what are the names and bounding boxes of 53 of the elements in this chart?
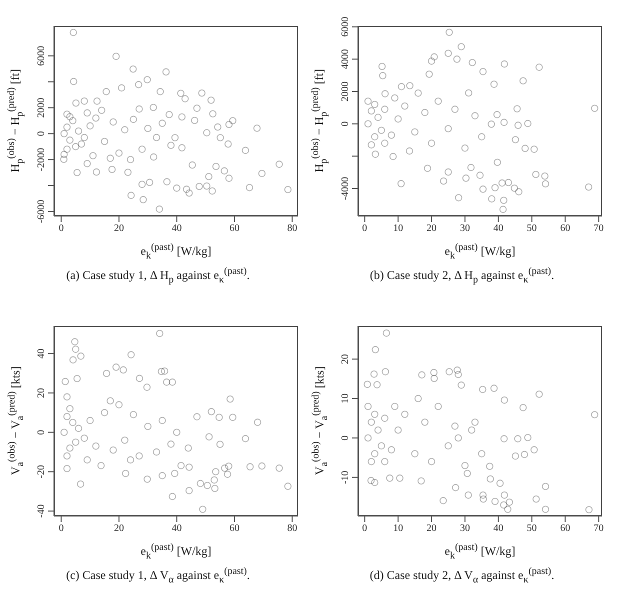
x-tick-label: 60 (229, 223, 240, 234)
text: (a) Case study 1, Δ H$_{p}$ against e$_{κ}$$^{(past)}$. (65, 266, 251, 286)
y-tick-label: -40 (36, 504, 47, 518)
y-tick-label: 6000 (340, 16, 351, 37)
x-tick-label: 60 (560, 523, 570, 534)
x-tick-label: 70 (594, 523, 604, 534)
x-tick-label: 30 (460, 523, 470, 534)
x-tick-label: 20 (114, 523, 124, 534)
text: (c) Case study 1, Δ V$_{α}$ against e$_{κ}$$^{(past)}$. (65, 566, 251, 586)
y-tick-label: 6000 (36, 46, 47, 66)
y-tick-label: 2000 (340, 81, 351, 102)
x-tick-label: 40 (493, 223, 504, 234)
y-tick-label: -2000 (36, 148, 47, 172)
y-tick-label: -20 (36, 465, 47, 478)
y-tick-label: 0 (340, 435, 351, 440)
x-axis-title: e$_{k}$$^{(past)}$ [W/kg] (140, 542, 212, 562)
y-tick-label: 20 (340, 354, 351, 364)
x-axis-title: e$_{k}$$^{(past)}$ [W/kg] (444, 242, 516, 262)
x-tick-label: 0 (58, 223, 64, 234)
x-tick-label: 10 (393, 523, 404, 534)
x-tick-label: 40 (172, 223, 182, 234)
x-tick-label: 40 (172, 523, 182, 534)
x-axis-title: e$_{k}$$^{(past)}$ [W/kg] (140, 242, 212, 262)
x-tick-label: 80 (287, 523, 298, 534)
y-tick-label: 2000 (36, 98, 47, 118)
y-tick-label: -10 (340, 470, 351, 484)
x-tick-label: 20 (426, 523, 437, 534)
x-tick-label: 20 (114, 223, 124, 234)
x-tick-label: 20 (426, 223, 437, 234)
x-tick-label: 30 (460, 223, 470, 234)
text: (b) Case study 2, Δ H$_{p}$ against e$_{κ}$$^{(past)}$. (368, 266, 556, 286)
y-tick-label: 0 (340, 121, 351, 126)
y-tick-label: 20 (36, 388, 47, 398)
x-axis-title: e$_{k}$$^{(past)}$ [W/kg] (444, 542, 516, 562)
x-tick-label: 10 (393, 223, 404, 234)
x-tick-label: 50 (526, 223, 537, 234)
y-tick-label: -4000 (340, 176, 351, 200)
y-tick-label: 0 (36, 430, 47, 435)
x-tick-label: 70 (594, 223, 604, 234)
x-tick-label: 0 (58, 523, 64, 534)
y-tick-label: 40 (36, 348, 47, 359)
x-tick-label: 60 (229, 523, 240, 534)
y-tick-label: 4000 (340, 49, 351, 70)
y-tick-label: -6000 (36, 200, 47, 224)
x-tick-label: 0 (362, 223, 368, 234)
x-tick-label: 50 (526, 523, 537, 534)
text: (d) Case study 2, Δ V$_{α}$ against e$_{κ}$$^{(past)}$. (368, 566, 556, 586)
x-tick-label: 60 (560, 223, 570, 234)
x-tick-label: 0 (362, 523, 368, 534)
y-tick-label: 10 (340, 394, 351, 404)
y-tick-label: 0 (36, 131, 47, 136)
x-tick-label: 80 (287, 223, 298, 234)
x-tick-label: 40 (493, 523, 504, 534)
